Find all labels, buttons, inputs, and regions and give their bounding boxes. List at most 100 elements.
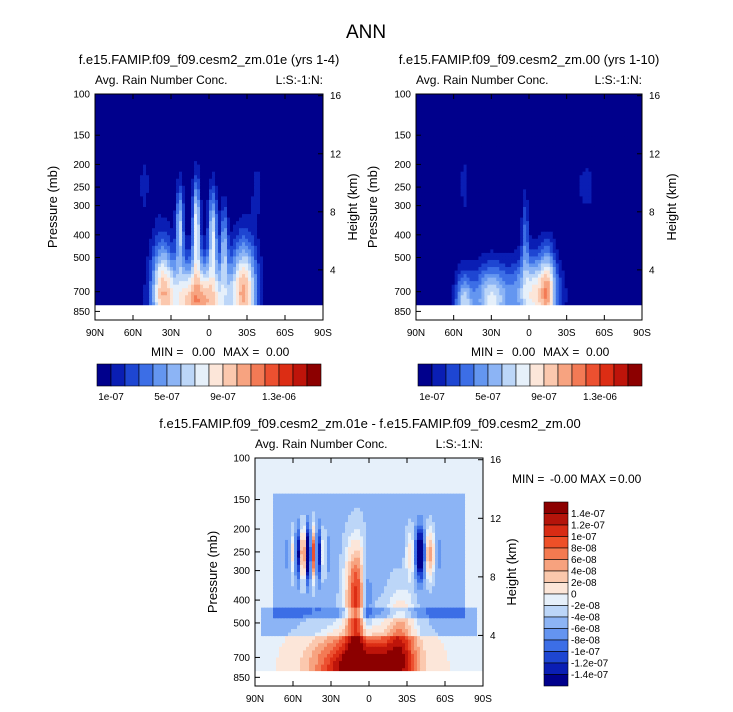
field-cell xyxy=(110,182,114,187)
field-cell xyxy=(164,270,168,275)
field-cell xyxy=(101,288,105,293)
field-cell xyxy=(164,267,168,272)
field-cell xyxy=(299,259,303,265)
field-cell xyxy=(107,157,111,162)
field-cell xyxy=(305,228,309,233)
field-cell xyxy=(113,238,117,243)
field-cell xyxy=(245,302,249,307)
field-cell xyxy=(158,263,162,268)
field-cell xyxy=(311,298,315,303)
field-cell xyxy=(128,263,132,268)
field-cell xyxy=(206,302,210,307)
field-cell xyxy=(317,154,321,159)
field-cell xyxy=(164,224,168,229)
field-cell xyxy=(239,94,243,99)
field-cell xyxy=(206,270,210,275)
field-cell xyxy=(230,196,234,201)
field-cell xyxy=(194,192,198,198)
field-cell xyxy=(203,245,207,250)
field-cell xyxy=(104,178,108,183)
field-cell xyxy=(299,104,303,109)
field-cell xyxy=(167,210,171,215)
field-cell xyxy=(230,125,234,130)
field-cell xyxy=(173,238,177,243)
field-cell xyxy=(260,288,264,293)
field-cell xyxy=(131,249,135,254)
field-cell xyxy=(266,210,270,215)
field-cell xyxy=(263,125,267,130)
field-cell xyxy=(149,164,153,169)
field-cell xyxy=(125,125,129,130)
field-cell xyxy=(101,143,105,148)
field-cell xyxy=(302,139,306,145)
field-cell xyxy=(320,302,323,307)
field-cell xyxy=(257,295,261,300)
field-cell xyxy=(101,267,105,272)
field-cell xyxy=(287,249,291,254)
field-cell xyxy=(233,217,237,222)
field-cell xyxy=(101,171,105,176)
field-cell xyxy=(143,270,147,275)
field-cell xyxy=(284,129,288,134)
field-cell xyxy=(269,97,273,102)
field-cell xyxy=(263,249,267,254)
field-cell xyxy=(272,245,276,250)
field-cell xyxy=(287,231,291,236)
field-cell xyxy=(191,214,195,219)
field-cell xyxy=(212,192,216,198)
field-cell xyxy=(254,224,258,229)
field-cell xyxy=(95,122,99,127)
field-cell xyxy=(98,122,102,127)
field-cell xyxy=(311,122,315,127)
field-cell xyxy=(152,302,156,307)
field-cell xyxy=(239,122,243,127)
field-cell xyxy=(143,295,147,300)
field-cell xyxy=(299,298,303,303)
field-cell xyxy=(311,139,315,145)
field-cell xyxy=(194,242,198,247)
field-cell xyxy=(173,274,177,279)
field-cell xyxy=(239,108,243,113)
field-cell xyxy=(230,263,234,268)
field-cell xyxy=(293,111,297,116)
field-cell xyxy=(188,132,192,137)
field-cell xyxy=(101,132,105,137)
field-cell xyxy=(188,129,192,134)
field-cell xyxy=(215,196,219,201)
field-cell xyxy=(95,267,99,272)
field-cell xyxy=(152,270,156,275)
field-cell xyxy=(134,97,138,102)
field-cell xyxy=(281,192,285,198)
field-cell xyxy=(281,221,285,226)
field-cell xyxy=(167,101,171,106)
field-cell xyxy=(101,154,105,159)
field-cell xyxy=(281,164,285,169)
field-cell xyxy=(296,302,300,307)
field-cell xyxy=(191,270,195,275)
field-cell xyxy=(248,242,252,247)
field-cell xyxy=(227,150,231,155)
field-cell xyxy=(215,171,219,176)
field-cell xyxy=(305,221,309,226)
field-cell xyxy=(197,199,201,205)
field-cell xyxy=(143,249,147,254)
field-cell xyxy=(119,129,123,134)
field-cell xyxy=(224,281,228,286)
field-cell xyxy=(119,139,123,145)
field-cell xyxy=(296,111,300,116)
field-cell xyxy=(254,238,258,243)
field-cell xyxy=(305,259,309,265)
field-cell xyxy=(95,224,99,229)
field-cell xyxy=(146,217,150,222)
field-cell xyxy=(242,132,246,137)
field-cell xyxy=(287,171,291,176)
field-cell xyxy=(98,111,102,116)
field-cell xyxy=(209,129,213,134)
field-cell xyxy=(308,150,312,155)
field-cell xyxy=(281,270,285,275)
field-cell xyxy=(188,150,192,155)
field-cell xyxy=(218,154,222,159)
field-cell xyxy=(203,217,207,222)
field-cell xyxy=(317,274,321,279)
field-cell xyxy=(221,178,225,183)
